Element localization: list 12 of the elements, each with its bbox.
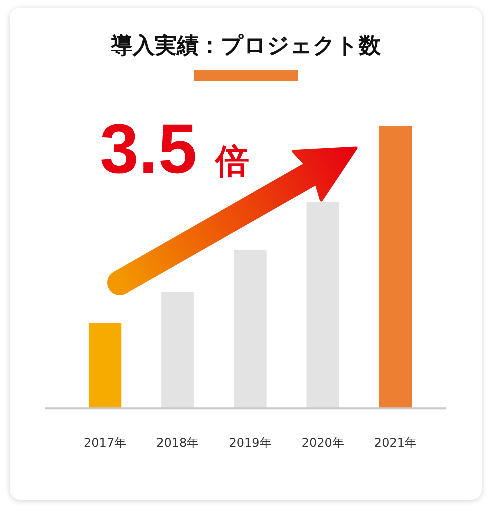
chart-title: 導入実績：プロジェクト数: [110, 33, 382, 61]
x-tick-label: 2017年: [84, 436, 127, 450]
x-tick-label: 2018年: [156, 436, 200, 450]
x-tick-label: 2020年: [302, 436, 344, 450]
bar: [306, 202, 340, 409]
bar: [379, 126, 412, 409]
x-tick-label: 2021年: [374, 436, 417, 450]
bar: [162, 292, 194, 409]
bar: [234, 250, 267, 409]
annotation: 3.5 倍: [100, 110, 250, 190]
x-tick-label: 2019年: [229, 436, 272, 450]
bar: [88, 323, 122, 409]
